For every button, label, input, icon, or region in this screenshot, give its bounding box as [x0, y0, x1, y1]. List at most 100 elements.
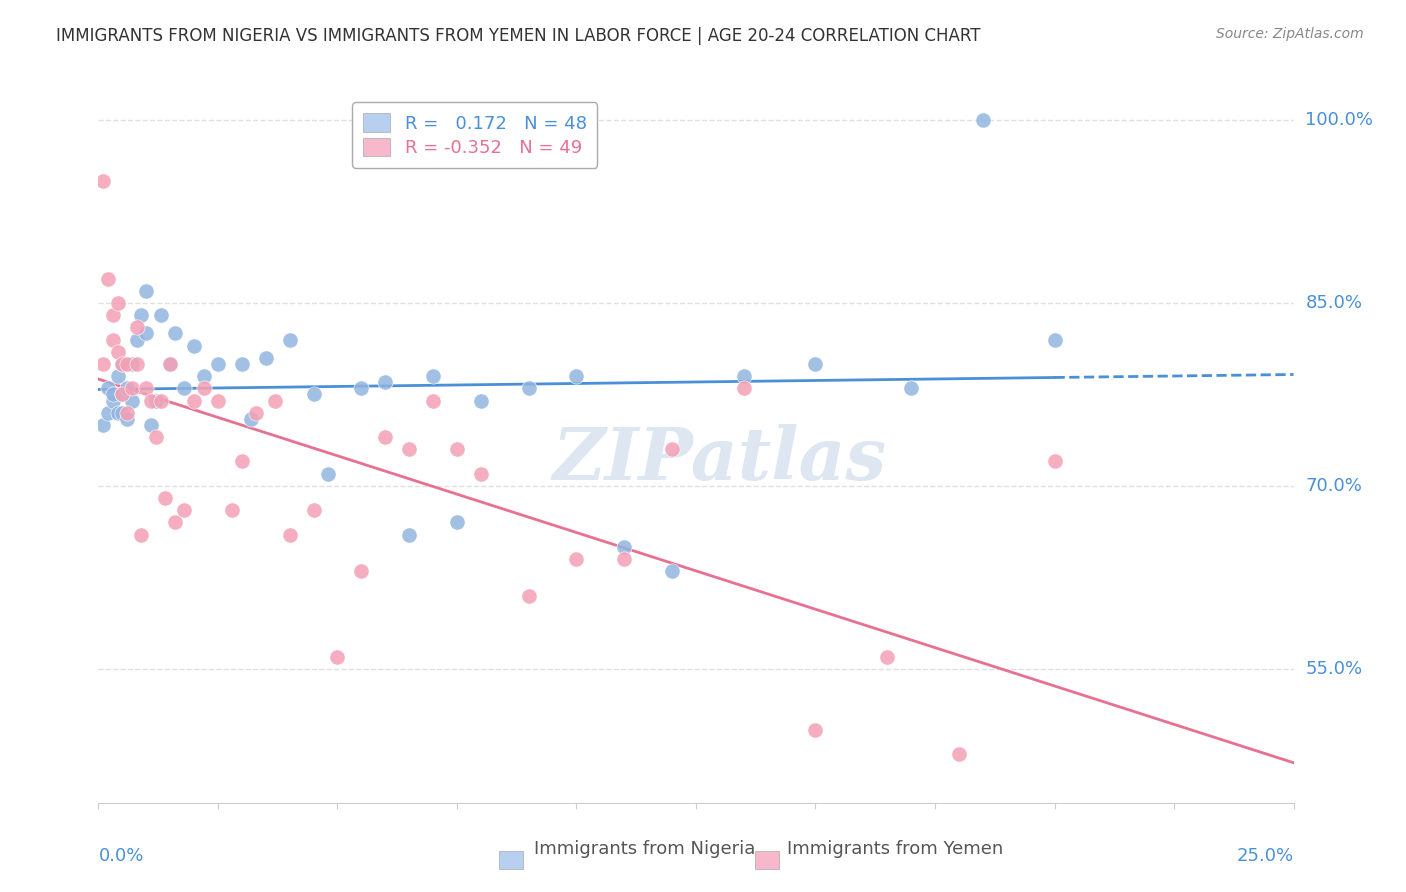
Point	[125, 357, 148, 371]
Point	[278, 527, 301, 541]
Point	[422, 369, 444, 384]
Point	[115, 357, 138, 371]
Point	[240, 412, 263, 426]
Point	[900, 381, 922, 395]
Point	[145, 393, 167, 408]
Point	[111, 406, 134, 420]
Point	[145, 430, 167, 444]
Legend: R =   0.172   N = 48, R = -0.352   N = 49: R = 0.172 N = 48, R = -0.352 N = 49	[353, 103, 598, 168]
Point	[661, 442, 683, 457]
Point	[159, 357, 181, 371]
Text: 25.0%: 25.0%	[1236, 847, 1294, 864]
Point	[155, 491, 177, 505]
Point	[316, 467, 339, 481]
Point	[91, 174, 114, 188]
Point	[231, 357, 253, 371]
Point	[101, 387, 124, 401]
Point	[135, 326, 157, 341]
Point	[121, 393, 143, 408]
Point	[125, 320, 148, 334]
Point	[350, 381, 373, 395]
Point	[876, 649, 898, 664]
Point	[121, 381, 143, 395]
Point	[101, 308, 124, 322]
Point	[948, 747, 970, 761]
Point	[446, 516, 468, 530]
Point	[97, 271, 120, 285]
Point	[517, 589, 540, 603]
Point	[1043, 333, 1066, 347]
Point	[613, 540, 636, 554]
Point	[254, 351, 277, 365]
Point	[221, 503, 243, 517]
Point	[163, 516, 186, 530]
Point	[193, 381, 215, 395]
Point	[131, 308, 153, 322]
Point	[135, 284, 157, 298]
Point	[422, 393, 444, 408]
Point	[231, 454, 253, 468]
Point	[115, 412, 138, 426]
Point	[111, 387, 134, 401]
Point	[97, 406, 120, 420]
Text: IMMIGRANTS FROM NIGERIA VS IMMIGRANTS FROM YEMEN IN LABOR FORCE | AGE 20-24 CORR: IMMIGRANTS FROM NIGERIA VS IMMIGRANTS FR…	[56, 27, 981, 45]
Point	[302, 503, 325, 517]
Point	[1115, 808, 1137, 822]
Point	[398, 527, 420, 541]
Point	[111, 357, 134, 371]
Point	[107, 369, 129, 384]
Point	[398, 442, 420, 457]
Point	[326, 649, 349, 664]
Point	[470, 467, 492, 481]
Point	[804, 357, 827, 371]
Point	[374, 430, 396, 444]
Point	[111, 387, 134, 401]
Point	[972, 113, 994, 128]
Text: 0.0%: 0.0%	[98, 847, 143, 864]
Text: Immigrants from Nigeria: Immigrants from Nigeria	[534, 840, 755, 858]
Text: 85.0%: 85.0%	[1306, 294, 1362, 312]
Point	[565, 369, 588, 384]
Point	[733, 369, 755, 384]
Point	[183, 339, 205, 353]
Point	[97, 381, 120, 395]
Text: 70.0%: 70.0%	[1306, 477, 1362, 495]
Text: Source: ZipAtlas.com: Source: ZipAtlas.com	[1216, 27, 1364, 41]
Text: 100.0%: 100.0%	[1306, 112, 1374, 129]
Point	[517, 381, 540, 395]
Point	[661, 564, 683, 578]
Point	[107, 344, 129, 359]
Point	[135, 381, 157, 395]
Point	[1043, 454, 1066, 468]
Point	[374, 376, 396, 390]
Point	[173, 503, 195, 517]
Point	[149, 308, 172, 322]
Point	[139, 393, 162, 408]
Point	[159, 357, 181, 371]
Point	[207, 357, 229, 371]
Point	[149, 393, 172, 408]
Point	[302, 387, 325, 401]
Point	[163, 326, 186, 341]
Point	[613, 552, 636, 566]
Point	[91, 417, 114, 432]
Point	[125, 333, 148, 347]
Point	[264, 393, 287, 408]
Point	[115, 381, 138, 395]
Point	[107, 406, 129, 420]
Text: Immigrants from Yemen: Immigrants from Yemen	[787, 840, 1004, 858]
Point	[115, 406, 138, 420]
Point	[91, 357, 114, 371]
Point	[121, 357, 143, 371]
Point	[139, 417, 162, 432]
Point	[245, 406, 267, 420]
Point	[173, 381, 195, 395]
Point	[804, 723, 827, 737]
Point	[470, 393, 492, 408]
Point	[101, 333, 124, 347]
Point	[131, 527, 153, 541]
Point	[733, 381, 755, 395]
Point	[193, 369, 215, 384]
Text: 55.0%: 55.0%	[1306, 660, 1362, 678]
Point	[101, 393, 124, 408]
